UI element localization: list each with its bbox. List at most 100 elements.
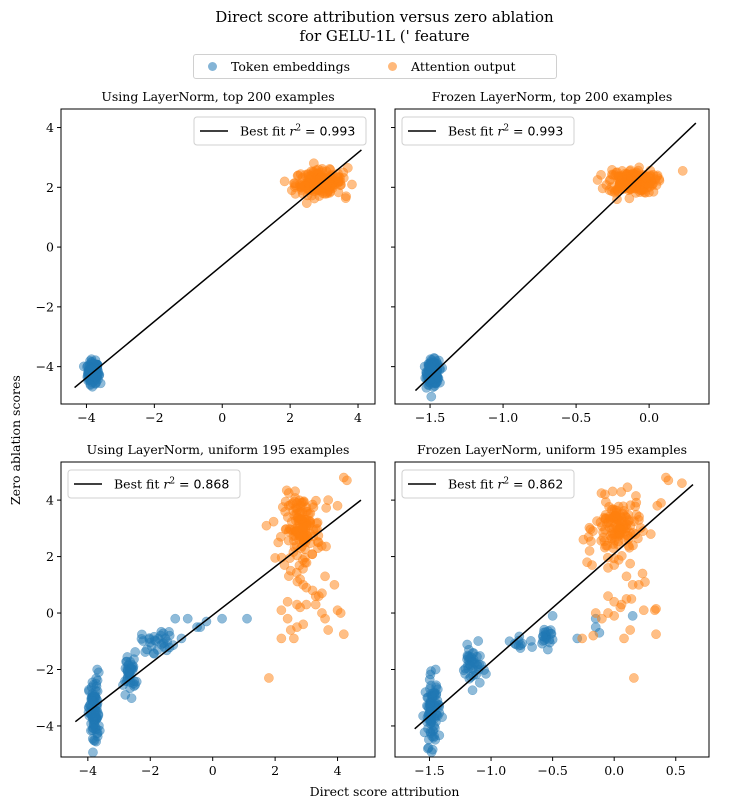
legend-marker-token-embeddings: [208, 62, 217, 71]
x-tick-label: −4: [77, 410, 95, 425]
point-attention-output: [298, 531, 309, 541]
y-tick-label: −2: [36, 299, 54, 314]
point-attention-output: [677, 478, 687, 489]
point-token-embeddings: [140, 647, 151, 657]
panel-4: Frozen LayerNorm, uniform 195 examples −1…: [391, 442, 710, 778]
point-token-embeddings: [434, 700, 445, 711]
panel-title: Frozen LayerNorm, uniform 195 examples: [417, 442, 687, 457]
point-token-embeddings: [472, 651, 482, 662]
point-token-embeddings: [170, 613, 181, 624]
x-tick-label: −2: [141, 763, 159, 778]
point-attention-output: [634, 515, 644, 525]
legend-text: Best fit: [240, 124, 289, 139]
panel-title: Using LayerNorm, uniform 195 examples: [87, 442, 350, 457]
point-token-embeddings: [426, 747, 437, 757]
point-attention-output: [601, 497, 611, 507]
legend-r2-value: = 0.862: [509, 477, 563, 492]
y-axis-label: Zero ablation scores: [8, 375, 23, 505]
legend-r2-value: = 0.868: [175, 477, 229, 492]
legend-r-symbol: r: [163, 477, 170, 492]
point-attention-output: [607, 486, 618, 497]
scatter-points: [83, 472, 352, 757]
point-attention-output: [616, 487, 627, 497]
x-axis-label: Direct score attribution: [309, 784, 460, 799]
point-attention-output: [261, 520, 272, 531]
point-attention-output: [317, 588, 327, 599]
point-attention-output: [297, 519, 308, 530]
point-attention-output: [578, 534, 589, 545]
y-tick-label: −2: [36, 662, 54, 677]
point-attention-output: [289, 535, 299, 546]
point-token-embeddings: [479, 665, 489, 675]
point-attention-output: [613, 501, 624, 512]
legend-box: [401, 469, 575, 499]
point-attention-output: [295, 574, 305, 585]
axes-frame: [60, 461, 376, 758]
legend-r-symbol: r: [497, 477, 504, 492]
y-tick-label: 2: [46, 180, 54, 195]
point-attention-output: [320, 613, 330, 624]
legend-r-symbol: r: [289, 124, 296, 139]
point-token-embeddings: [430, 664, 441, 675]
point-token-embeddings: [182, 613, 193, 624]
best-fit-line: [414, 122, 697, 392]
legend-box: [67, 469, 241, 499]
point-attention-output: [335, 608, 346, 618]
point-attention-output: [315, 173, 326, 184]
point-attention-output: [279, 560, 290, 570]
point-attention-output: [308, 166, 319, 177]
y-tick-label: 0: [46, 606, 54, 621]
point-token-embeddings: [201, 616, 212, 627]
point-attention-output: [605, 174, 616, 185]
x-tick-label: 0: [209, 763, 217, 778]
x-tick-label: 2: [271, 763, 279, 778]
point-attention-output: [609, 611, 620, 621]
point-attention-output: [286, 516, 297, 527]
point-token-embeddings: [127, 660, 138, 670]
point-attention-output: [276, 633, 287, 644]
point-attention-output: [298, 619, 309, 630]
axes-frame: [60, 108, 376, 405]
point-attention-output: [338, 629, 349, 640]
point-attention-output: [638, 605, 649, 616]
point-attention-output: [628, 540, 638, 551]
point-attention-output: [628, 527, 638, 538]
point-attention-output: [625, 558, 636, 569]
point-attention-output: [342, 475, 352, 486]
point-token-embeddings: [87, 695, 98, 706]
x-tick-label: −1.5: [414, 763, 444, 778]
point-attention-output: [587, 560, 597, 570]
point-attention-output: [342, 163, 353, 173]
point-attention-output: [599, 512, 609, 523]
x-tick-label: 4: [354, 410, 362, 425]
scatter-points: [418, 472, 687, 757]
point-token-embeddings: [434, 730, 445, 741]
point-attention-output: [616, 551, 627, 561]
x-tick-label: 0.0: [639, 410, 659, 425]
point-token-embeddings: [537, 631, 548, 642]
point-attention-output: [652, 500, 663, 511]
point-token-embeddings: [90, 355, 101, 366]
point-attention-output: [285, 565, 296, 576]
point-token-embeddings: [474, 677, 485, 688]
point-attention-output: [281, 524, 292, 534]
legend-label-best-fit: Best fit r2 = 0.993: [448, 124, 563, 139]
point-attention-output: [617, 173, 627, 183]
point-attention-output: [332, 500, 343, 511]
panel-legend: Best fit r2 = 0.868: [67, 469, 241, 499]
point-attention-output: [332, 173, 343, 183]
best-fit-line: [74, 499, 362, 723]
point-token-embeddings: [88, 747, 98, 757]
point-attention-output: [624, 193, 635, 204]
point-attention-output: [320, 571, 330, 582]
scatter-points: [419, 162, 688, 402]
panel-title: Frozen LayerNorm, top 200 examples: [432, 89, 673, 104]
point-attention-output: [629, 673, 639, 683]
point-token-embeddings: [88, 713, 98, 723]
point-attention-output: [590, 608, 601, 618]
y-tick-label: −4: [36, 718, 54, 733]
legend-text: Best fit: [448, 477, 497, 492]
point-attention-output: [663, 475, 674, 486]
point-attention-output: [652, 170, 663, 181]
figure-legend: Token embeddings Attention output: [193, 54, 557, 79]
